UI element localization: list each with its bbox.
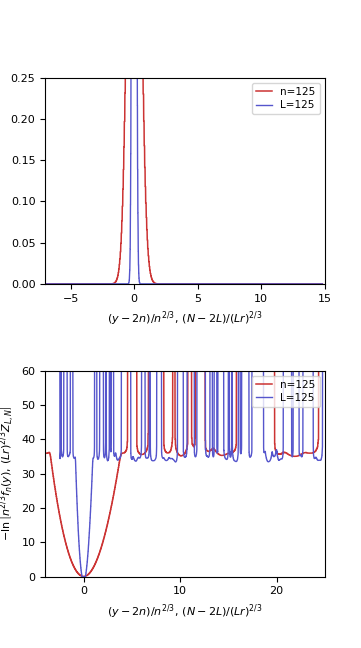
n=125: [87, 569, 91, 577]
X-axis label: $(y-2n)/n^{2/3},\,(N-2L)/(Lr)^{2/3}$: $(y-2n)/n^{2/3},\,(N-2L)/(Lr)^{2/3}$: [107, 309, 263, 328]
L=125: [206, 457, 211, 465]
n=125: [250, 280, 255, 288]
L=125: [150, 280, 154, 288]
L=125: [231, 280, 236, 288]
L=125: [87, 529, 91, 537]
n=125: [150, 275, 154, 283]
n=125: [320, 280, 325, 288]
n=125: [221, 451, 225, 459]
n=125: [81, 573, 86, 581]
Line: n=125: n=125: [47, 0, 322, 284]
L=125: [35, 349, 40, 357]
L=125: [94, 280, 99, 288]
n=125: [44, 280, 49, 288]
n=125: [95, 280, 99, 288]
L=125: [271, 280, 275, 288]
n=125: [248, 349, 253, 357]
L=125: [250, 280, 255, 288]
L=125: [320, 280, 325, 288]
Y-axis label: $-\ln\left[n^{2/3}f_n(y),\,(Lr)^{2/3}Z_{L,N}\right]$: $-\ln\left[n^{2/3}f_n(y),\,(Lr)^{2/3}Z_{…: [0, 406, 16, 542]
L=125: [210, 280, 214, 288]
n=125: [69, 280, 74, 288]
L=125: [270, 454, 274, 461]
L=125: [221, 349, 225, 357]
Line: L=125: L=125: [47, 0, 322, 284]
L=125: [224, 280, 228, 288]
Legend: n=125, L=125: n=125, L=125: [252, 376, 320, 407]
n=125: [35, 349, 40, 357]
Legend: n=125, L=125: n=125, L=125: [252, 83, 320, 115]
L=125: [248, 455, 253, 463]
L=125: [144, 349, 149, 357]
L=125: [44, 280, 49, 288]
Y-axis label: $n^{2/3}f_n(y),\,(Lr)^{2/3}Z_{L,N}$: $n^{2/3}f_n(y),\,(Lr)^{2/3}Z_{L,N}$: [0, 127, 5, 235]
n=125: [270, 349, 274, 357]
n=125: [210, 280, 214, 288]
Line: n=125: n=125: [38, 353, 323, 577]
L=125: [80, 573, 84, 581]
n=125: [224, 280, 228, 288]
n=125: [206, 449, 211, 457]
n=125: [271, 280, 275, 288]
Line: L=125: L=125: [38, 353, 323, 577]
X-axis label: $(y-2n)/n^{2/3},\,(N-2L)/(Lr)^{2/3}$: $(y-2n)/n^{2/3},\,(N-2L)/(Lr)^{2/3}$: [107, 602, 263, 621]
n=125: [144, 349, 149, 357]
n=125: [321, 349, 325, 357]
L=125: [321, 452, 325, 460]
